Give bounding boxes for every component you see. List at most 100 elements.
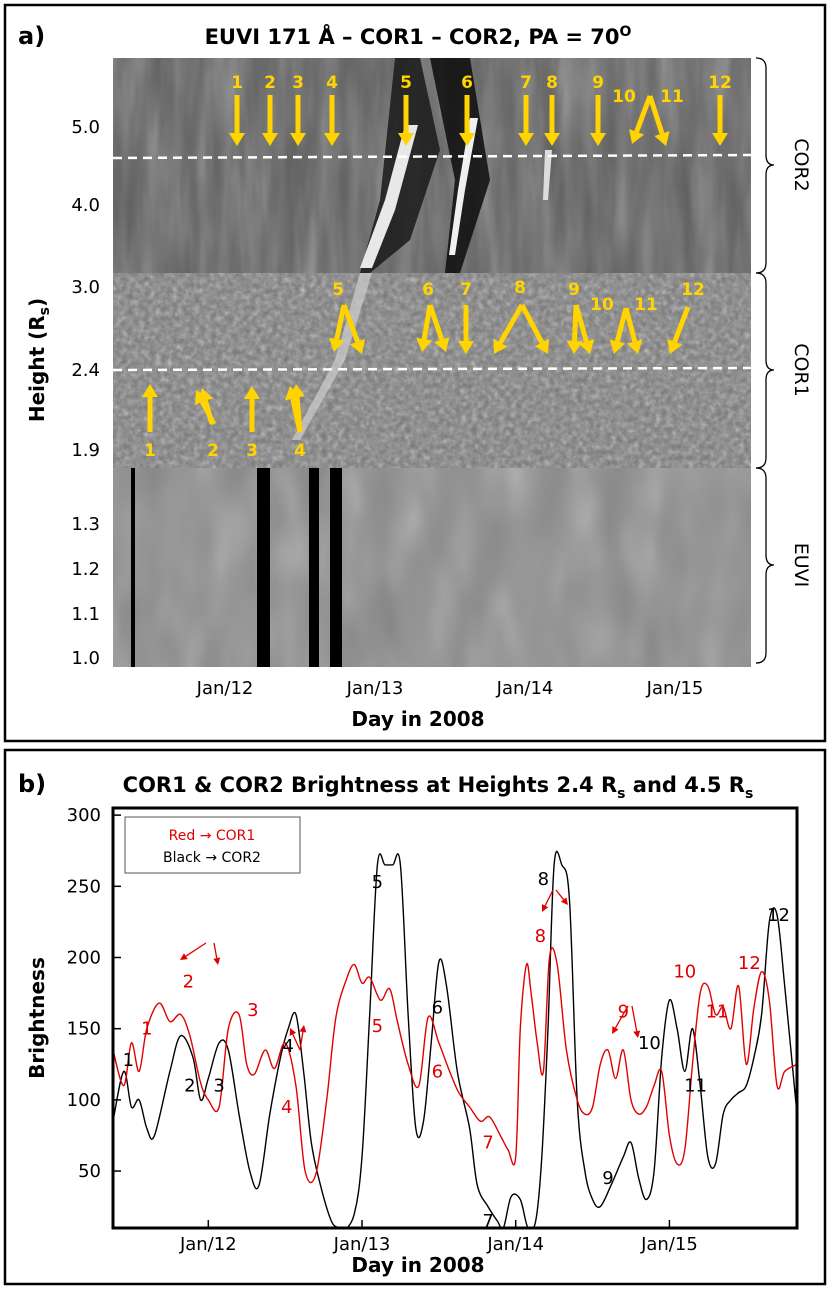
- tick-euvi-1.0: 1.0: [71, 648, 100, 669]
- peak-label-black-9: 9: [602, 1168, 613, 1189]
- peak-label-black-11: 11: [684, 1076, 707, 1097]
- peak-label-black-4: 4: [283, 1036, 294, 1057]
- peak-label-black-12: 12: [767, 905, 790, 926]
- panel-a-height-ticks: 5.0 4.0 3.0 2.4 1.9 1.3 1.2 1.1 1.0: [71, 117, 100, 669]
- panel-a-label: a): [18, 22, 45, 50]
- panel-b-xlabel: Day in 2008: [351, 1253, 484, 1277]
- cor1-arrow-5-0: [328, 304, 347, 352]
- tick-a-jan15: Jan/15: [646, 678, 704, 699]
- legend-box: [124, 816, 301, 874]
- tick-b-y-50: 50: [78, 1161, 101, 1182]
- tick-cor2-4.0: 4.0: [71, 195, 100, 216]
- cor2-arrow-label-7: 7: [520, 73, 532, 93]
- peak-label-red-7: 7: [482, 1133, 493, 1154]
- tick-b-y-150: 150: [67, 1019, 101, 1040]
- cor1-lower-arrow-2-1: [197, 388, 215, 425]
- tick-cor1-1.9: 1.9: [71, 440, 100, 461]
- peak-label-red-12: 12: [738, 953, 761, 974]
- tick-b-y-200: 200: [67, 947, 101, 968]
- tick-a-jan12: Jan/12: [196, 678, 254, 699]
- arrow-red-2b: [213, 942, 221, 965]
- cor1-arrow-11-1: [623, 307, 643, 354]
- cor1-lower-arrow-label-2: 2: [207, 441, 219, 461]
- cor1-arrow-8-1: [519, 303, 549, 354]
- tick-euvi-1.1: 1.1: [71, 604, 100, 625]
- peak-label-red-11: 11: [706, 1002, 729, 1023]
- arrow-red-8a: [542, 889, 554, 912]
- cor1-arrow-label-10: 10: [590, 295, 614, 315]
- legend-black: Black → COR2: [163, 850, 261, 866]
- cor2-arrow-label-5: 5: [400, 73, 412, 93]
- cor2-dashed-line: [112, 153, 752, 160]
- tick-b-x-Jan/15: Jan/15: [640, 1234, 698, 1255]
- cor1-lower-arrow-label-4: 4: [294, 441, 306, 461]
- cor1-bracket: [755, 272, 775, 469]
- cor2-arrow-label-2: 2: [264, 73, 276, 93]
- cor1-arrow-6-1: [427, 304, 450, 352]
- peak-label-black-5: 5: [372, 872, 383, 893]
- cor2-arrow-4: [324, 95, 340, 146]
- cor2-arrow-6: [459, 95, 475, 146]
- peak-label-black-6: 6: [432, 997, 443, 1018]
- tick-cor1-3.0: 3.0: [71, 277, 100, 298]
- euvi-image: [113, 468, 751, 667]
- peak-label-black-1: 1: [123, 1050, 134, 1071]
- panel-b-label: b): [18, 770, 46, 798]
- cor1-arrow-12-0: [667, 306, 691, 354]
- cor2-arrow-label-9: 9: [592, 73, 604, 93]
- panel-b-ylabel: Brightness: [25, 957, 49, 1079]
- cor2-arrow-label-12: 12: [708, 73, 732, 93]
- tick-b-y-100: 100: [67, 1090, 101, 1111]
- series-line-cor2: [113, 850, 797, 1228]
- cor2-arrow-12: [712, 95, 728, 146]
- arrow-red-9b: [631, 1005, 641, 1038]
- arrow-red-4a: [289, 1028, 301, 1051]
- tick-euvi-1.2: 1.2: [71, 559, 100, 580]
- cor1-arrow-9-1: [573, 304, 595, 354]
- cor2-label: COR2: [790, 138, 812, 192]
- cor2-arrow-label-4: 4: [326, 73, 338, 93]
- panel-b-title: COR1 & COR2 Brightness at Heights 2.4 Rs…: [123, 773, 754, 802]
- panel-a-xlabel: Day in 2008: [351, 707, 484, 731]
- peak-label-red-6: 6: [432, 1061, 443, 1082]
- panel-a-ylabel: Height (Rs): [25, 298, 53, 422]
- cor2-arrow-label-11: 11: [660, 87, 684, 107]
- peak-label-black-10: 10: [638, 1033, 661, 1054]
- peak-label-red-2: 2: [183, 972, 194, 993]
- panel-a-x-ticks: Jan/12 Jan/13 Jan/14 Jan/15: [196, 678, 704, 699]
- cor1-arrow-label-11: 11: [634, 295, 658, 315]
- tick-b-y-250: 250: [67, 876, 101, 897]
- cor1-dashed-line: [112, 366, 752, 372]
- euvi-label: EUVI: [790, 543, 812, 588]
- peak-label-red-10: 10: [673, 962, 696, 983]
- arrow-red-9a: [612, 1005, 629, 1034]
- cor2-arrow-7: [518, 95, 534, 146]
- cor2-arrow-label-6: 6: [461, 73, 473, 93]
- cor1-arrow-5-1: [341, 304, 366, 354]
- cor1-arrow-label-8: 8: [514, 278, 526, 298]
- arrow-red-2a: [180, 942, 207, 960]
- peak-label-red-3: 3: [247, 1000, 258, 1021]
- cor1-arrow-11-0: [609, 307, 629, 354]
- peak-label-black-7: 7: [482, 1211, 493, 1232]
- tick-cor1-2.4: 2.4: [71, 360, 100, 381]
- cor2-bracket: [755, 57, 775, 274]
- cor2-arrow-2: [262, 95, 278, 146]
- tick-cor2-5.0: 5.0: [71, 117, 100, 138]
- cor1-arrow-7-0: [458, 305, 474, 354]
- peak-label-red-1: 1: [141, 1019, 152, 1040]
- tick-b-x-Jan/13: Jan/13: [333, 1234, 391, 1255]
- peak-label-red-9: 9: [618, 1002, 629, 1023]
- cor2-arrow-label-3: 3: [292, 73, 304, 93]
- arrow-red-8b: [555, 889, 568, 905]
- cor2-arrow-5: [398, 95, 414, 146]
- tick-b-x-Jan/14: Jan/14: [486, 1234, 544, 1255]
- peak-label-black-2: 2: [184, 1076, 195, 1097]
- cor1-lower-arrow-label-1: 1: [144, 441, 156, 461]
- panel-a-title: EUVI 171 Å – COR1 – COR2, PA = 70O: [205, 24, 632, 49]
- cor1-arrow-label-12: 12: [681, 280, 705, 300]
- cor2-arrow-label-8: 8: [546, 73, 558, 93]
- cor2-arrow-8: [544, 95, 560, 146]
